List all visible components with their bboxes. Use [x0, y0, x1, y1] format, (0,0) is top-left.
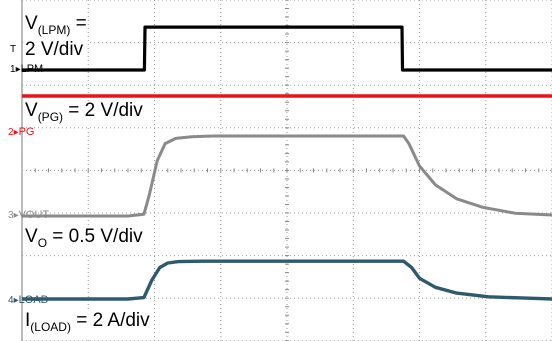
- channel-1-marker: 1▸LPM: [10, 64, 43, 75]
- channel-2-label: PG: [19, 126, 35, 138]
- pg-scale-label: V(PG) = 2 V/div: [25, 101, 143, 127]
- load-scale-label: I(LOAD) = 2 A/div: [25, 311, 150, 337]
- lpm-scale-label: V(LPM) = 2 V/div: [25, 14, 87, 60]
- trigger-marker: T: [10, 44, 16, 55]
- channel-4-marker: 4▸LOAD: [8, 295, 49, 306]
- channel-4-label: LOAD: [19, 294, 49, 306]
- channel-3-label: VOUT: [19, 209, 50, 221]
- channel-1-label: LPM: [21, 63, 44, 75]
- channel-3-marker: 3▸VOUT: [8, 210, 49, 221]
- scope-grid: [22, 0, 552, 341]
- channel-2-marker: 2▸PG: [8, 127, 35, 138]
- vout-scale-label: VO = 0.5 V/div: [25, 227, 143, 253]
